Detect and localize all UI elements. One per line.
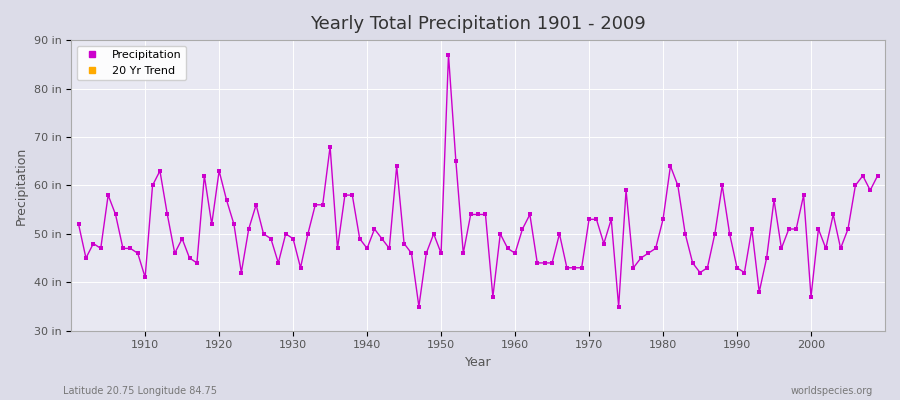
X-axis label: Year: Year bbox=[464, 356, 491, 369]
Y-axis label: Precipitation: Precipitation bbox=[15, 146, 28, 224]
Title: Yearly Total Precipitation 1901 - 2009: Yearly Total Precipitation 1901 - 2009 bbox=[310, 15, 646, 33]
Text: Latitude 20.75 Longitude 84.75: Latitude 20.75 Longitude 84.75 bbox=[63, 386, 217, 396]
Text: worldspecies.org: worldspecies.org bbox=[791, 386, 873, 396]
Legend: Precipitation, 20 Yr Trend: Precipitation, 20 Yr Trend bbox=[76, 46, 186, 80]
